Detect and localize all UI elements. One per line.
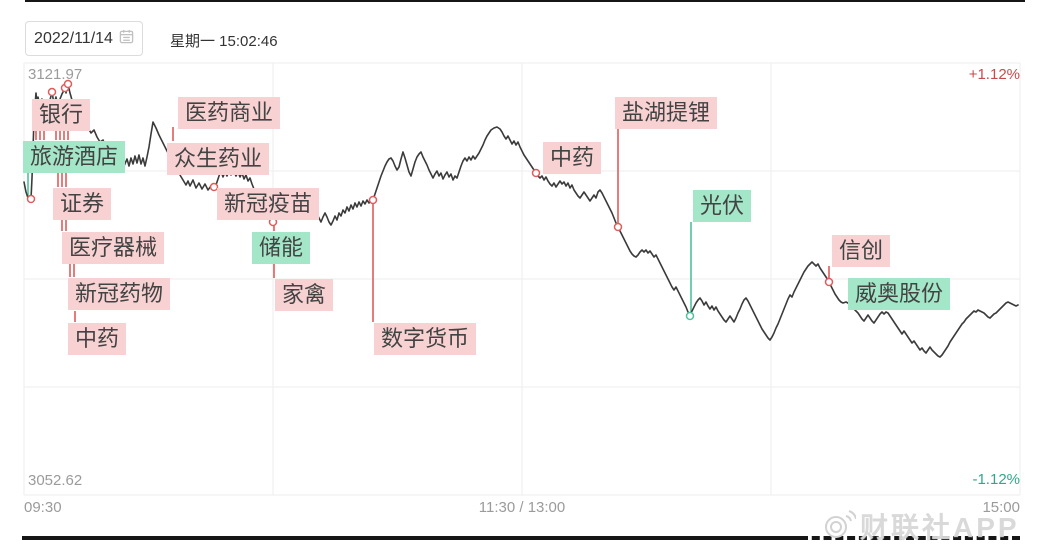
bottom-border-line-dashed [800,536,1020,540]
sector-label[interactable]: 数字货币 [374,323,477,355]
sector-label[interactable]: 家禽 [275,279,334,311]
sector-label[interactable]: 中药 [68,323,127,355]
sector-label[interactable]: 储能 [252,232,311,264]
sector-label[interactable]: 银行 [32,99,91,131]
y-axis-low-percent: -1.12% [972,471,1020,488]
event-markers [26,79,834,321]
y-axis-high-value: 3121.97 [28,66,83,83]
sector-label[interactable]: 新冠疫苗 [217,188,320,220]
x-tick-midday: 11:30 / 13:00 [478,499,566,516]
x-tick-0930: 09:30 [24,499,62,516]
date-picker-value: 2022/11/14 [34,29,113,47]
price-line [23,83,1019,358]
watermark-text: 财联社APP [860,512,1020,543]
gridlines [23,62,1021,496]
y-axis-high-percent: +1.12% [968,66,1020,83]
calendar-icon [119,29,134,49]
sector-label[interactable]: 新冠药物 [68,278,171,310]
weekday-and-time: 星期一 15:02:46 [170,33,278,50]
sector-label[interactable]: 中药 [543,142,602,174]
sector-label[interactable]: 威奥股份 [848,278,951,310]
sector-label[interactable]: 众生药业 [167,143,270,175]
x-tick-1500: 15:00 [982,499,1020,516]
sector-label[interactable]: 光伏 [693,190,752,222]
sector-label[interactable]: 旅游酒店 [23,141,126,173]
date-picker[interactable]: 2022/11/14 [25,21,143,56]
watermark-snail-logo-icon [822,508,857,545]
watermark: 财联社APP [822,506,1020,546]
sector-label[interactable]: 盐湖提锂 [615,97,718,129]
sector-label[interactable]: 信创 [832,235,891,267]
sector-label[interactable]: 医疗器械 [62,232,165,264]
y-axis-low-value: 3052.62 [28,472,83,489]
bottom-border-line [22,536,800,540]
sector-label[interactable]: 证券 [53,188,112,220]
top-border-line [25,0,1025,2]
sector-label[interactable]: 医药商业 [178,97,281,129]
